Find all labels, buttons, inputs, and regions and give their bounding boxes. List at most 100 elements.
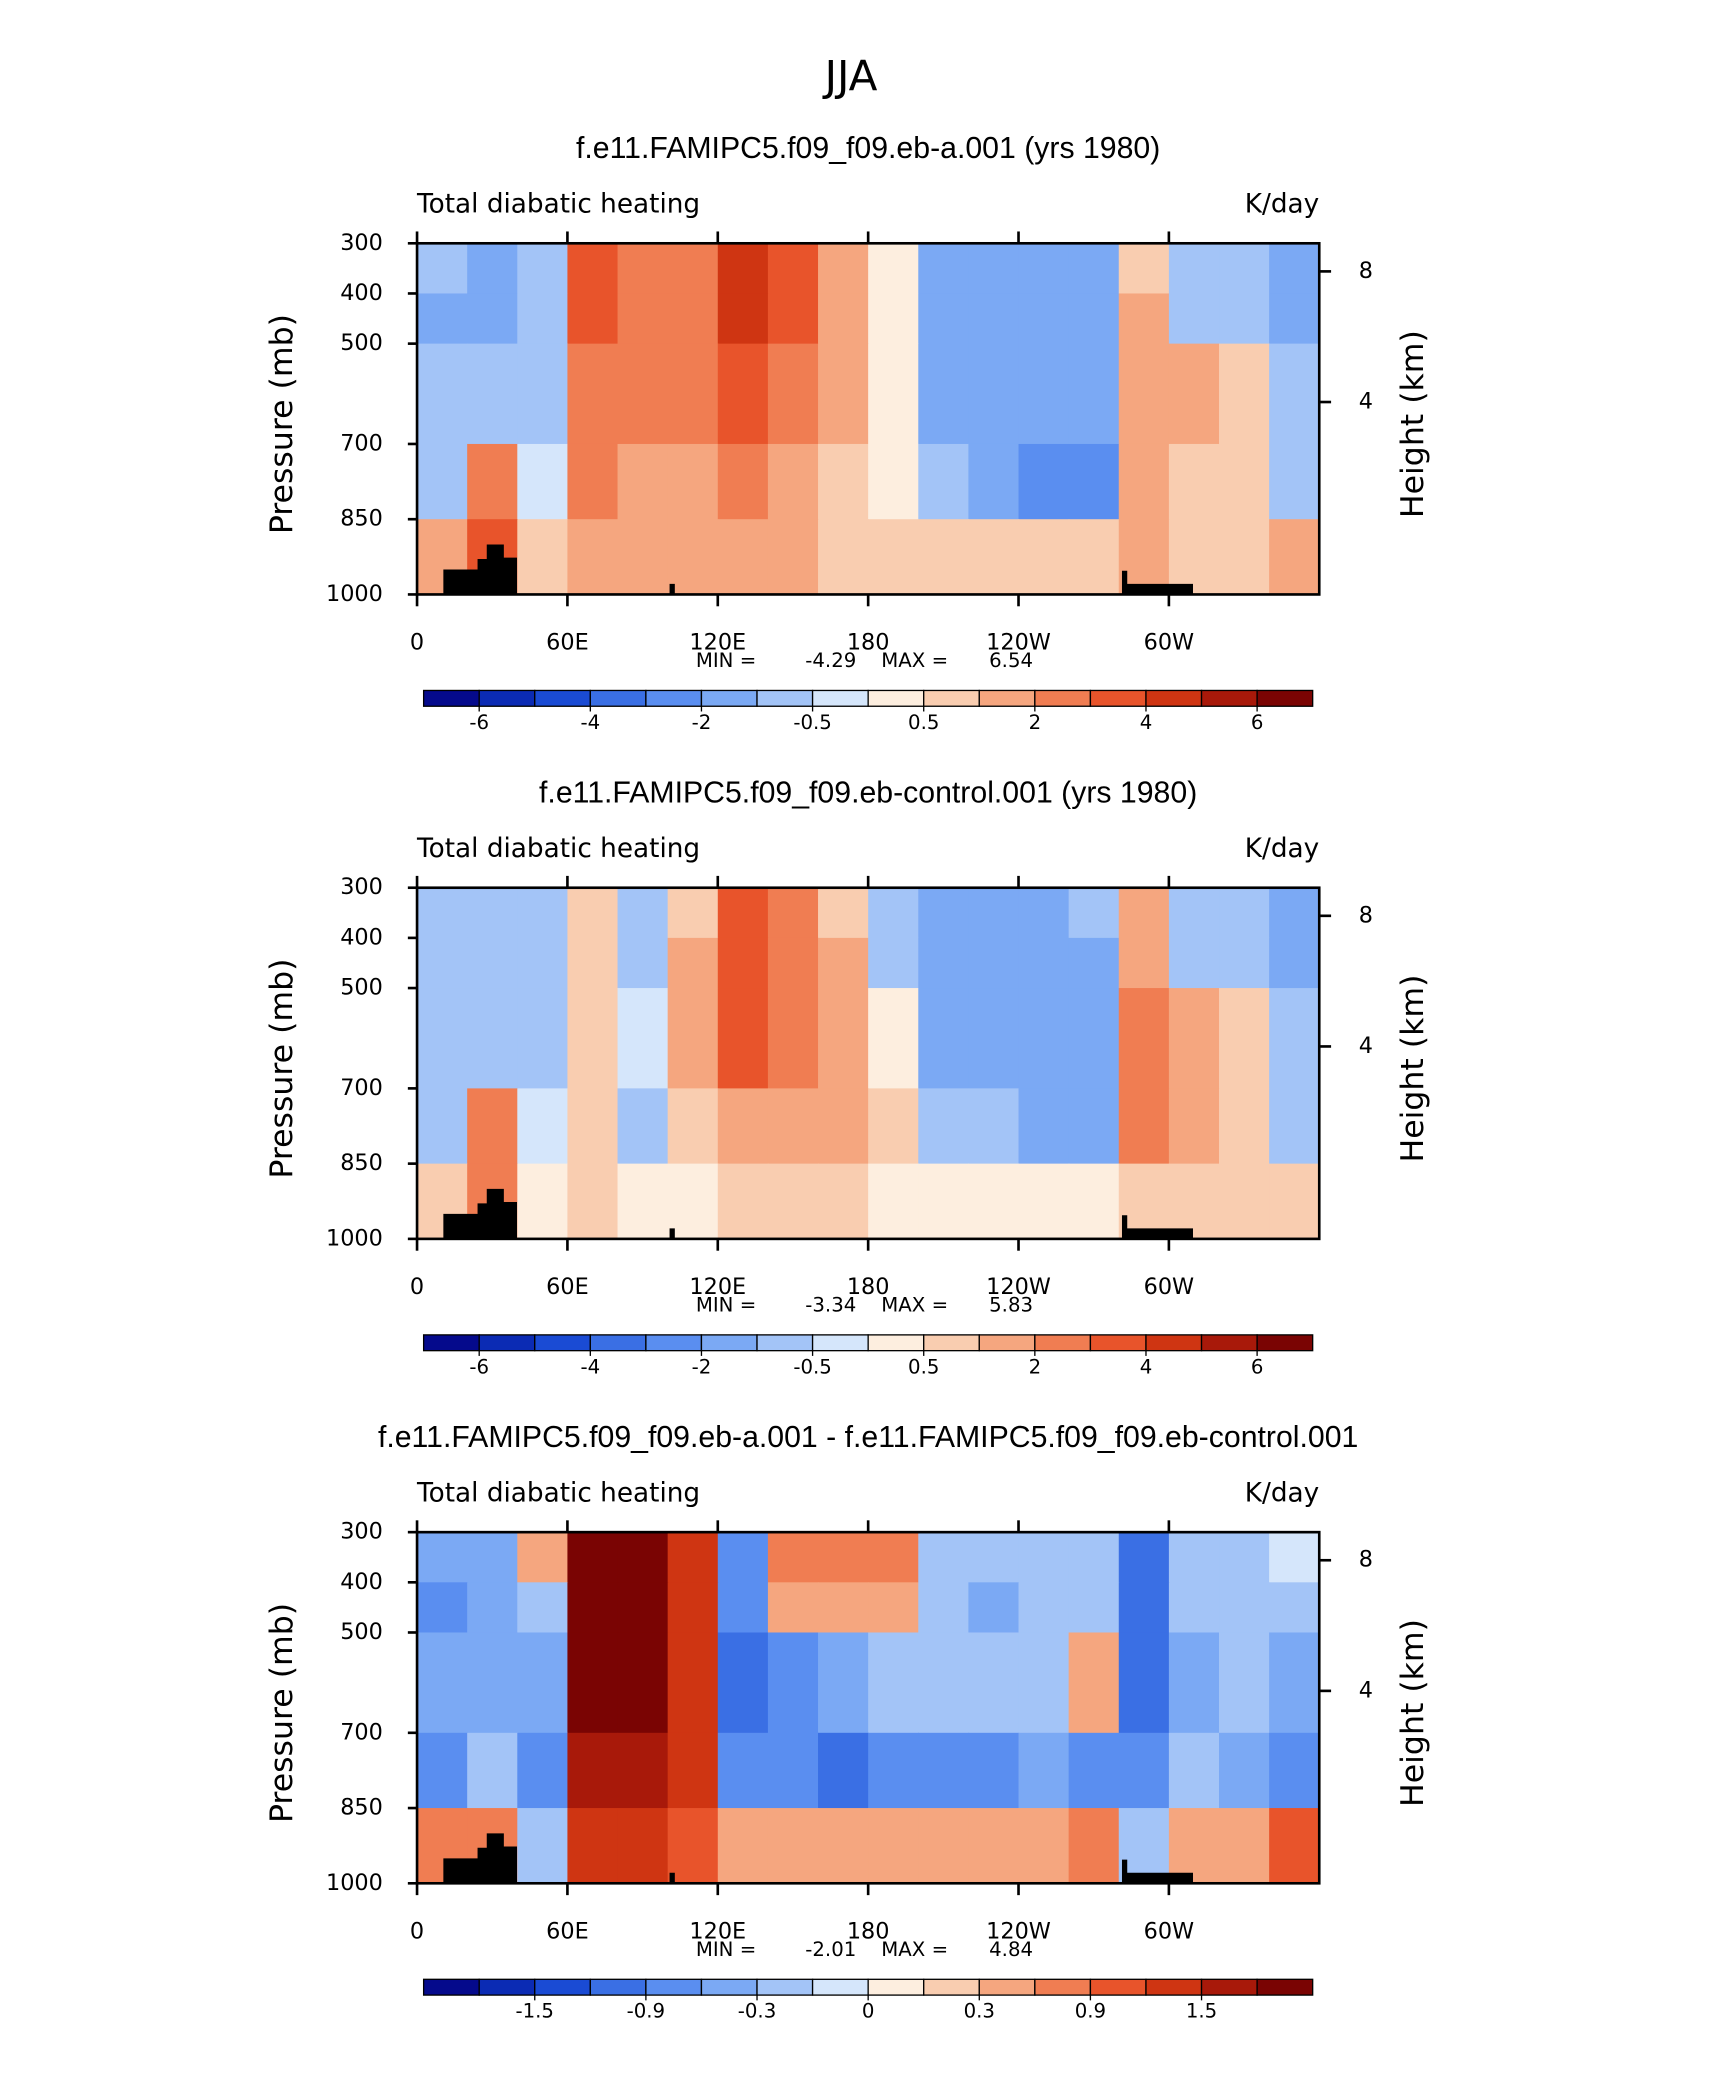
heat-cell — [868, 519, 919, 596]
heat-cell — [467, 443, 518, 520]
heat-cell — [417, 293, 468, 345]
heat-cell — [567, 1732, 619, 1809]
heat-cell — [517, 937, 569, 989]
x-tick-label: 180 — [847, 1918, 890, 1944]
colorbar-label: -1.5 — [516, 2000, 554, 2023]
heat-cell — [767, 1163, 819, 1240]
colorbar-box — [1256, 1334, 1314, 1352]
colorbar-label: 6 — [1251, 711, 1264, 734]
heat-cell — [617, 243, 669, 295]
colorbar-label: 0.5 — [908, 711, 939, 734]
colorbar-box — [589, 1978, 647, 1996]
heat-cell — [1168, 1808, 1220, 1884]
heat-cell — [667, 887, 719, 939]
heat-cell — [567, 937, 619, 989]
heat-cell — [667, 988, 719, 1090]
heat-cell — [617, 1088, 669, 1165]
x-tick-label: 180 — [847, 630, 890, 656]
heat-cell — [767, 1732, 819, 1809]
heat-cell — [667, 293, 719, 345]
heat-cell — [717, 443, 769, 520]
heat-cell — [617, 1163, 669, 1240]
heat-cell — [868, 243, 919, 295]
x-tick-label: 120E — [689, 1274, 746, 1300]
heat-cell — [667, 1088, 719, 1165]
colorbar-box — [1089, 1334, 1147, 1352]
heat-cell — [1168, 937, 1220, 989]
heat-cell — [617, 937, 669, 989]
heat-cell — [1018, 988, 1070, 1090]
heat-cell — [818, 293, 869, 345]
colorbar-box — [811, 689, 869, 707]
heat-cell — [517, 343, 569, 445]
heat-cell — [567, 1808, 619, 1884]
heat-cell — [567, 519, 619, 596]
heat-cell — [968, 519, 1020, 596]
heat-cell — [1219, 243, 1270, 295]
colorbar-box — [645, 1334, 703, 1352]
heat-cell — [717, 887, 769, 939]
heat-cell — [1219, 988, 1270, 1090]
heat-cell — [717, 988, 769, 1090]
heat-cell — [567, 1632, 619, 1734]
colorbar-label: -0.3 — [738, 2000, 776, 2023]
heat-cell — [918, 343, 970, 445]
heat-cell — [1168, 1163, 1220, 1240]
heat-cell — [467, 293, 518, 345]
heat-cell — [567, 343, 619, 445]
heat-cell — [617, 1732, 669, 1809]
heat-cell — [717, 937, 769, 989]
heat-cell — [1219, 1163, 1270, 1240]
colorbar-box — [700, 689, 758, 707]
heat-cell — [467, 1532, 518, 1583]
y-tick-label: 850 — [340, 506, 383, 532]
heat-cell — [667, 1732, 719, 1809]
x-tick-label: 0 — [410, 630, 424, 656]
heat-cell — [667, 1632, 719, 1734]
max-label: MAX = — [881, 1293, 948, 1316]
colorbar-box — [1145, 689, 1203, 707]
heat-cell — [767, 1808, 819, 1884]
heat-cell — [1018, 443, 1070, 520]
heat-cell — [968, 1632, 1020, 1734]
colorbar-label: 4 — [1140, 711, 1153, 734]
panel-title: f.e11.FAMIPC5.f09_f09.eb-control.001 (yr… — [539, 776, 1197, 809]
x-tick-label: 180 — [847, 1274, 890, 1300]
heat-cell — [417, 443, 468, 520]
heat-cell — [517, 1582, 569, 1634]
heat-cell — [1219, 1732, 1270, 1809]
heat-cell — [767, 1532, 819, 1583]
min-label: MIN = — [696, 1938, 756, 1961]
colorbar-box — [867, 1978, 925, 1996]
heat-cell — [567, 293, 619, 345]
panel-subtitle: Total diabatic heating — [416, 190, 700, 220]
heat-cell — [968, 1163, 1020, 1240]
heat-cell — [868, 343, 919, 445]
heat-cell — [667, 937, 719, 989]
heat-cell — [1118, 1732, 1170, 1809]
x-tick-label: 120W — [986, 630, 1051, 656]
heat-cell — [1068, 887, 1120, 939]
colorbar-label: -6 — [469, 711, 489, 734]
colorbar-label: 6 — [1251, 1355, 1264, 1378]
heat-cell — [918, 519, 970, 596]
colorbar-box — [1256, 1978, 1314, 1996]
y-tick-label: 850 — [340, 1150, 383, 1176]
heat-cell — [1269, 1582, 1320, 1634]
heat-cell — [1269, 1632, 1320, 1734]
heat-cell — [868, 937, 919, 989]
heat-cell — [617, 1808, 669, 1884]
heat-cell — [968, 887, 1020, 939]
colorbar-box — [867, 689, 925, 707]
heat-cell — [717, 1163, 769, 1240]
min-value: -3.34 — [805, 1293, 856, 1316]
heat-cell — [517, 519, 569, 596]
heat-cell — [1168, 443, 1220, 520]
max-value: 5.83 — [989, 1293, 1033, 1316]
heat-cell — [1269, 1163, 1320, 1240]
heat-cell — [1269, 243, 1320, 295]
x-tick-label: 120W — [986, 1274, 1051, 1300]
colorbar-box — [422, 1978, 480, 1996]
heat-cell — [667, 1582, 719, 1634]
colorbar-box — [756, 689, 814, 707]
